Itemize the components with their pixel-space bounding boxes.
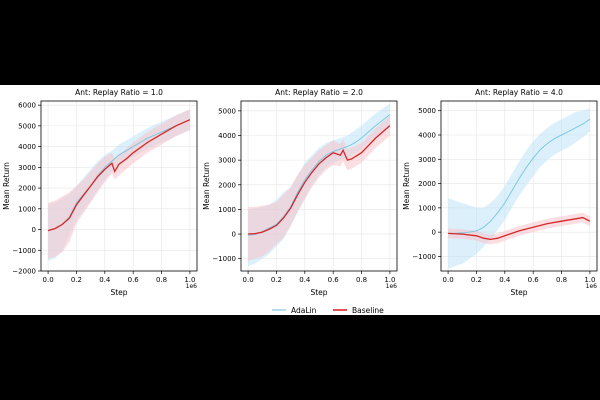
- x-tick-label: 0.4: [499, 276, 511, 284]
- y-tick-label: 3000: [218, 157, 236, 165]
- x-tick-label: 1.0: [584, 276, 595, 284]
- y-tick-label: 0: [32, 226, 36, 234]
- y-axis-label: Mean Return: [2, 162, 11, 210]
- x-tick-label: 0.6: [528, 276, 540, 284]
- x-tick-label: 0.0: [43, 276, 54, 284]
- x-tick-label: 0.0: [443, 276, 454, 284]
- chart-title: Ant: Replay Ratio = 2.0: [275, 88, 363, 97]
- x-tick-label: 0.8: [556, 276, 567, 284]
- x-tick-label: 1.0: [384, 276, 395, 284]
- x-axis-label: Step: [310, 288, 327, 297]
- x-tick-label: 0.2: [471, 276, 482, 284]
- adalin-confidence-band: [448, 108, 590, 269]
- y-tick-label: 4000: [418, 132, 436, 140]
- legend-label: Baseline: [352, 306, 384, 315]
- y-tick-label: 5000: [418, 107, 436, 115]
- axes-frame: [440, 100, 598, 272]
- y-tick-label: 5000: [18, 122, 36, 130]
- x-tick-label: 0.4: [299, 276, 311, 284]
- y-tick-label: 2000: [18, 185, 36, 193]
- x-tick-label: 0.6: [128, 276, 140, 284]
- y-tick-label: 3000: [18, 164, 36, 172]
- baseline-line: [47, 119, 191, 232]
- x-tick-label: 1.0: [184, 276, 195, 284]
- figure-canvas: 0.0 0.2 0.4 0.6 0.8 1.0 −2000 −1000 0 1000 2000 300…: [0, 85, 600, 315]
- x-axis-multiplier: 1e6: [586, 283, 598, 290]
- y-tick-label: 1000: [218, 206, 236, 214]
- adalin-line: [448, 118, 591, 234]
- y-tick-label: 1000: [18, 205, 36, 213]
- figure-svg: 0.0 0.2 0.4 0.6 0.8 1.0 −2000 −1000 0 1000 2000 300…: [2, 88, 598, 315]
- y-tick-label: 4000: [18, 143, 36, 151]
- chart-panel-1: 0.0 0.2 0.4 0.6 0.8 1.0 −2000 −1000 0 1000 2000 300…: [2, 88, 198, 297]
- x-tick-label: 0.2: [271, 276, 282, 284]
- y-axis-label: Mean Return: [402, 162, 411, 210]
- chart-title: Ant: Replay Ratio = 1.0: [75, 88, 163, 97]
- y-tick-label: 0: [232, 231, 236, 239]
- x-tick-label: 0.4: [99, 276, 111, 284]
- y-tick-label: 6000: [18, 102, 36, 110]
- x-axis-label: Step: [110, 288, 127, 297]
- chart-title: Ant: Replay Ratio = 4.0: [475, 88, 563, 97]
- axes-frame: [40, 100, 198, 272]
- x-axis-multiplier: 1e6: [186, 283, 198, 290]
- y-tick-label: −1000: [412, 253, 436, 261]
- x-tick-label: 0.8: [156, 276, 167, 284]
- y-tick-label: 1000: [418, 204, 436, 212]
- y-tick-label: −2000: [12, 268, 36, 276]
- axes-frame: [240, 100, 398, 272]
- baseline-confidence-band: [48, 109, 190, 259]
- y-tick-label: −1000: [12, 247, 36, 255]
- legend-item-baseline: Baseline: [333, 306, 384, 315]
- adalin-line: [248, 114, 391, 236]
- legend-label: AdaLin: [291, 306, 317, 315]
- x-axis-multiplier: 1e6: [386, 283, 398, 290]
- y-tick-label: 2000: [418, 180, 436, 188]
- y-tick-label: 3000: [418, 156, 436, 164]
- x-tick-label: 0.0: [243, 276, 254, 284]
- x-tick-label: 0.6: [328, 276, 340, 284]
- y-tick-label: 0: [432, 229, 436, 237]
- y-axis-label: Mean Return: [202, 162, 211, 210]
- y-tick-label: 5000: [218, 107, 236, 115]
- y-tick-label: 2000: [218, 181, 236, 189]
- chart-panel-3: 0.0 0.2 0.4 0.6 0.8 1.0 −1000 0 1000 2000 3000 4000…: [402, 88, 598, 297]
- y-tick-label: 4000: [218, 132, 236, 140]
- baseline-confidence-band: [248, 115, 390, 262]
- x-tick-label: 0.8: [356, 276, 367, 284]
- baseline-confidence-band: [448, 212, 590, 245]
- x-tick-label: 0.2: [71, 276, 82, 284]
- baseline-line: [448, 216, 591, 241]
- legend-item-adalin: AdaLin: [272, 306, 317, 315]
- chart-panel-2: 0.0 0.2 0.4 0.6 0.8 1.0 −1000 0 1000 2000 3000 4000…: [202, 88, 398, 297]
- legend: AdaLin Baseline: [272, 306, 384, 315]
- y-tick-label: −1000: [212, 255, 236, 263]
- baseline-line: [248, 125, 391, 235]
- x-axis-label: Step: [510, 288, 527, 297]
